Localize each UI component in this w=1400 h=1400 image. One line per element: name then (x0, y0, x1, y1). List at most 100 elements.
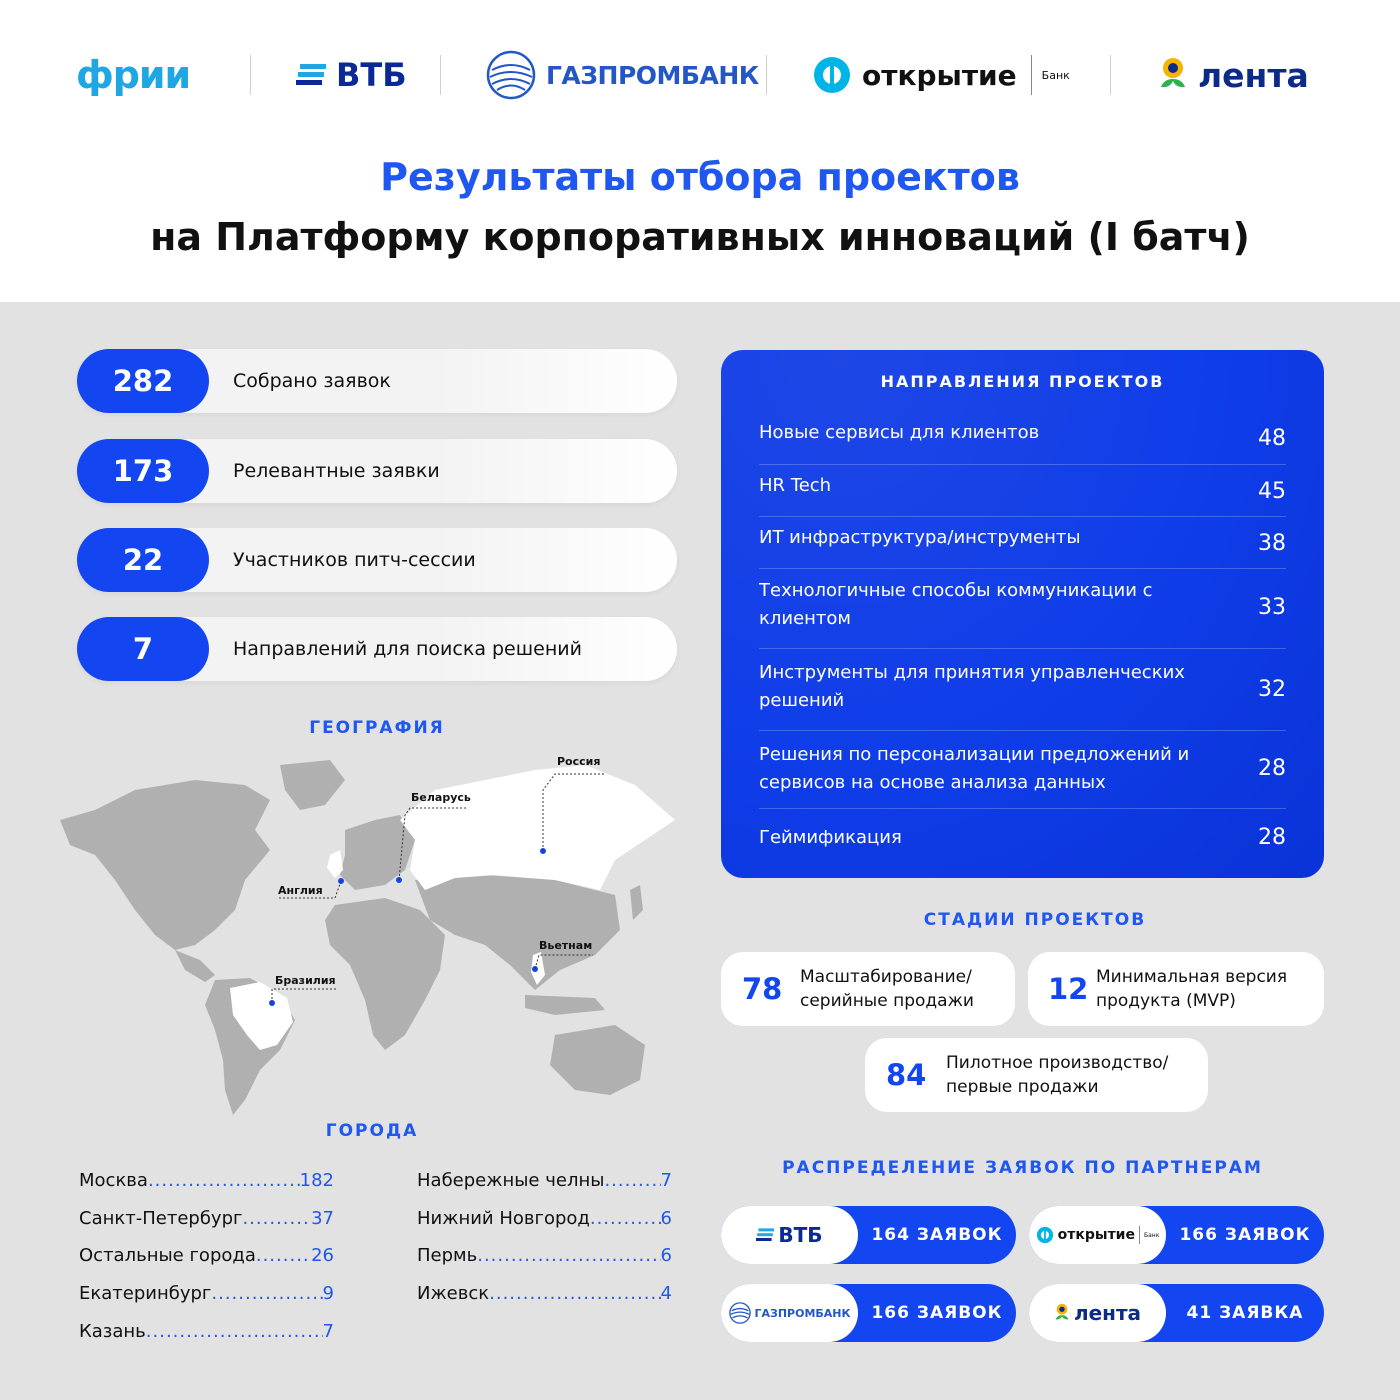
england-leader (277, 880, 342, 899)
city-name: Санкт-Петербург (79, 1208, 243, 1229)
city-value: 7 (322, 1321, 334, 1342)
partner-count: 166 ЗАЯВОК (871, 1303, 1003, 1323)
russia-leader (542, 773, 605, 851)
brazil-leader (271, 988, 337, 1003)
indonesia-shape (525, 995, 605, 1015)
city-row: Ижевск .................................… (417, 1283, 672, 1304)
stat-label: Релевантные заявки (233, 460, 440, 482)
partner-logos-bar: фрии ВТБ ГАЗПРОМБАНК открытие Банк (0, 40, 1400, 110)
lenta-logo-text: лента (1073, 1301, 1142, 1325)
fri-logo: фрии (76, 40, 191, 110)
otkrytie-logo-divider (1139, 1226, 1140, 1244)
stage-label: Минимальная версия продукта (MVP) (1096, 965, 1287, 1013)
fri-logo-text: фрии (76, 53, 191, 97)
direction-value: 28 (1258, 825, 1286, 850)
stat-pill: 7 Направлений для поиска решений (77, 617, 677, 681)
otkrytie-circle-icon (1036, 1226, 1053, 1244)
city-value: 7 (660, 1170, 672, 1191)
direction-row: Инструменты для принятия управленческих … (759, 649, 1286, 731)
city-value: 26 (311, 1245, 334, 1266)
stage-label-line: Минимальная версия (1096, 967, 1288, 987)
geography-heading: ГЕОГРАФИЯ (309, 718, 445, 738)
gazprombank-globe-icon (728, 1302, 751, 1324)
greenland-shape (280, 760, 345, 810)
direction-name: Геймификация (759, 827, 902, 848)
city-name: Пермь (417, 1245, 478, 1266)
city-value: 182 (299, 1170, 334, 1191)
direction-name: Новые сервисы для клиентов (759, 422, 1040, 443)
stage-value: 12 (1048, 972, 1089, 1006)
vietnam-leader (534, 954, 593, 970)
city-row: Санкт-Петербург ........................… (79, 1208, 334, 1229)
partner-pill-lenta: лента 41 ЗАЯВКА (1029, 1284, 1324, 1342)
stage-card: 78 Масштабирование/ серийные продажи (721, 952, 1015, 1026)
europe-shape (340, 815, 415, 890)
city-dots: ........................................… (255, 1245, 311, 1266)
gazprombank-logo-text: ГАЗПРОМБАНК (546, 60, 759, 90)
city-dots: ........................................… (589, 1208, 661, 1229)
partner-count: 164 ЗАЯВОК (871, 1225, 1003, 1245)
direction-row: Решения по персонализации предложений и … (759, 731, 1286, 809)
otkrytie-circle-icon (814, 57, 850, 93)
stat-value: 282 (77, 349, 209, 413)
stat-pill: 282 Собрано заявок (77, 349, 677, 413)
vtb-stripes-icon (756, 1228, 775, 1241)
stage-label-line: Масштабирование/ (800, 967, 972, 987)
stat-value: 7 (77, 617, 209, 681)
partner-pill-otkrytie: открытие Банк 166 ЗАЯВОК (1029, 1206, 1324, 1264)
city-name: Нижний Новгород (417, 1208, 590, 1229)
direction-row: Технологичные способы коммуникации с кли… (759, 569, 1286, 649)
lenta-logo: лента (1029, 1284, 1166, 1342)
vietnam-shape (531, 952, 545, 985)
vtb-logo: ВТБ (296, 40, 407, 110)
brazil-shape (230, 982, 293, 1050)
direction-value: 28 (1258, 756, 1286, 781)
city-dots: ........................................… (477, 1245, 660, 1266)
city-row: Остальные города .......................… (79, 1245, 334, 1266)
stat-value: 173 (77, 439, 209, 503)
lenta-logo-text: лента (1198, 55, 1309, 95)
directions-card: НАПРАВЛЕНИЯ ПРОЕКТОВ Новые сервисы для к… (721, 350, 1324, 878)
brazil-label: Бразилия (275, 974, 336, 987)
direction-name: Решения по персонализации предложений и … (759, 744, 1190, 793)
direction-row: Новые сервисы для клиентов 48 (759, 410, 1286, 465)
stat-value: 22 (77, 528, 209, 592)
stage-label-line: продукта (MVP) (1096, 991, 1236, 1011)
logo-divider (440, 55, 441, 95)
otkrytie-logo-text: открытие (862, 58, 1017, 92)
russia-label: Россия (557, 755, 601, 768)
gazprombank-globe-icon (486, 50, 536, 100)
city-row: Казань .................................… (79, 1321, 334, 1342)
city-row: Нижний Новгород ........................… (417, 1208, 672, 1229)
city-row: Пермь ..................................… (417, 1245, 672, 1266)
stat-pill: 173 Релевантные заявки (77, 439, 677, 503)
cities-heading: ГОРОДА (325, 1121, 419, 1141)
gazprombank-logo: ГАЗПРОМБАНК (486, 40, 759, 110)
direction-row: HR Tech 45 (759, 465, 1286, 517)
city-dots: ........................................… (211, 1283, 322, 1304)
partner-pill-vtb: ВТБ 164 ЗАЯВОК (721, 1206, 1016, 1264)
central-america-shape (175, 950, 215, 982)
city-dots: ........................................… (147, 1170, 300, 1191)
direction-row: Геймификация 28 (759, 809, 1286, 869)
vtb-logo-text: ВТБ (778, 1223, 823, 1247)
direction-name: Технологичные способы коммуникации с кли… (759, 580, 1153, 629)
direction-value: 33 (1258, 595, 1286, 620)
city-value: 6 (660, 1245, 672, 1266)
city-row: Набережные челны .......................… (417, 1170, 672, 1191)
direction-row: ИТ инфраструктура/инструменты 38 (759, 517, 1286, 569)
logo-divider (250, 55, 251, 95)
world-map-svg (60, 760, 675, 1115)
stage-label-line: серийные продажи (800, 991, 974, 1011)
otkrytie-logo-sub: Банк (1041, 68, 1070, 82)
direction-name: ИТ инфраструктура/инструменты (759, 527, 1081, 548)
england-shape (327, 850, 343, 878)
stat-label: Направлений для поиска решений (233, 638, 582, 660)
otkrytie-logo: открытие Банк (812, 40, 1070, 110)
city-row: Екатеринбург ...........................… (79, 1283, 334, 1304)
directions-heading: НАПРАВЛЕНИЯ ПРОЕКТОВ (880, 372, 1165, 391)
direction-name: Инструменты для принятия управленческих … (759, 662, 1185, 711)
city-value: 4 (660, 1283, 672, 1304)
city-dots: ........................................… (145, 1321, 323, 1342)
city-name: Остальные города (79, 1245, 256, 1266)
